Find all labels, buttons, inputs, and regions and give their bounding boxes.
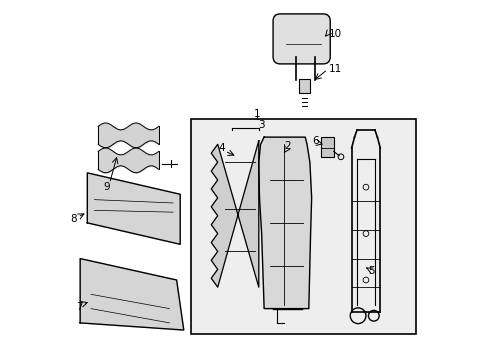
Polygon shape [211,141,258,287]
FancyBboxPatch shape [272,14,329,64]
Text: 7: 7 [76,302,82,312]
FancyBboxPatch shape [190,119,415,334]
Text: 1: 1 [253,109,260,119]
FancyBboxPatch shape [299,79,309,93]
Text: 9: 9 [103,182,110,192]
Text: 2: 2 [284,141,290,151]
Text: 3: 3 [258,120,264,130]
Bar [321,137,333,157]
Text: 8: 8 [70,214,77,224]
Polygon shape [87,173,180,244]
Text: 4: 4 [218,143,225,153]
Text: 11: 11 [328,64,341,74]
Polygon shape [258,137,311,309]
Text: 6: 6 [312,136,319,146]
Text: 10: 10 [328,28,341,39]
Text: 5: 5 [367,266,374,276]
Polygon shape [80,258,183,330]
